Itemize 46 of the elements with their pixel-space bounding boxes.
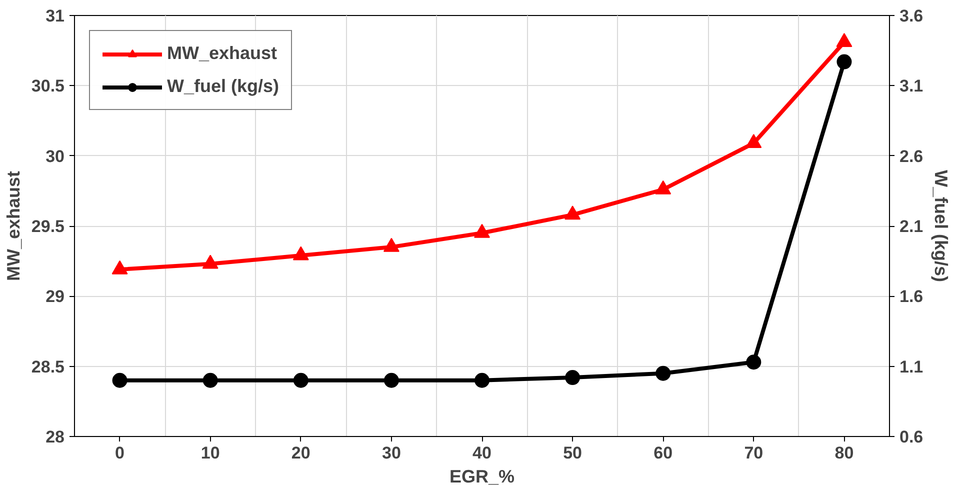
point: [746, 134, 762, 148]
x-tick-label: 60: [654, 444, 673, 462]
y-tick-label: 29: [46, 287, 65, 306]
y2-tick-label: 0.6: [900, 428, 924, 446]
y2-tick-label: 1.1: [900, 357, 924, 376]
point: [112, 260, 128, 274]
x-tick-label: 0: [115, 444, 125, 462]
legend-label: MW_exhaust: [167, 43, 278, 64]
point: [292, 246, 309, 260]
y-tick-label: 29.5: [31, 217, 65, 236]
y-tick-label: 30.5: [31, 76, 65, 96]
x-axis-title: EGR_%: [449, 466, 515, 486]
point: [384, 372, 399, 388]
y-tick-label: 30: [46, 146, 65, 166]
x-tick-label: 50: [563, 444, 582, 462]
y2-tick-label: 2.6: [900, 146, 924, 166]
point: [202, 372, 218, 388]
x-tick-label: 10: [200, 444, 220, 462]
point: [836, 33, 852, 47]
x-tick-label: 40: [472, 444, 492, 462]
point: [202, 254, 218, 269]
y-tick-label: 28: [46, 428, 65, 446]
y2-axis-title: W_fuel (kg/s): [931, 170, 952, 282]
legend-label: W_fuel (kg/s): [167, 76, 280, 97]
point: [746, 354, 762, 370]
point: [655, 180, 672, 194]
x-tick-label: 20: [291, 444, 310, 462]
point: [383, 238, 400, 252]
point: [656, 366, 671, 381]
y-tick-label: 31: [46, 6, 65, 26]
y-tick-label: 28.5: [31, 357, 65, 376]
y2-tick-label: 3.6: [900, 6, 924, 26]
y-axis-title: MW_exhaust: [3, 170, 24, 282]
point: [474, 224, 490, 238]
x-tick-label: 70: [744, 444, 764, 462]
y2-tick-label: 2.1: [900, 217, 924, 236]
x-tick-label: 80: [834, 444, 854, 462]
y2-tick-label: 3.1: [900, 76, 924, 96]
point: [564, 206, 581, 220]
point: [565, 370, 580, 386]
point: [474, 372, 490, 388]
point: [293, 372, 308, 388]
point: [112, 372, 128, 388]
x-tick-label: 30: [382, 444, 401, 462]
point: [836, 54, 852, 70]
y2-tick-label: 1.6: [900, 287, 924, 306]
